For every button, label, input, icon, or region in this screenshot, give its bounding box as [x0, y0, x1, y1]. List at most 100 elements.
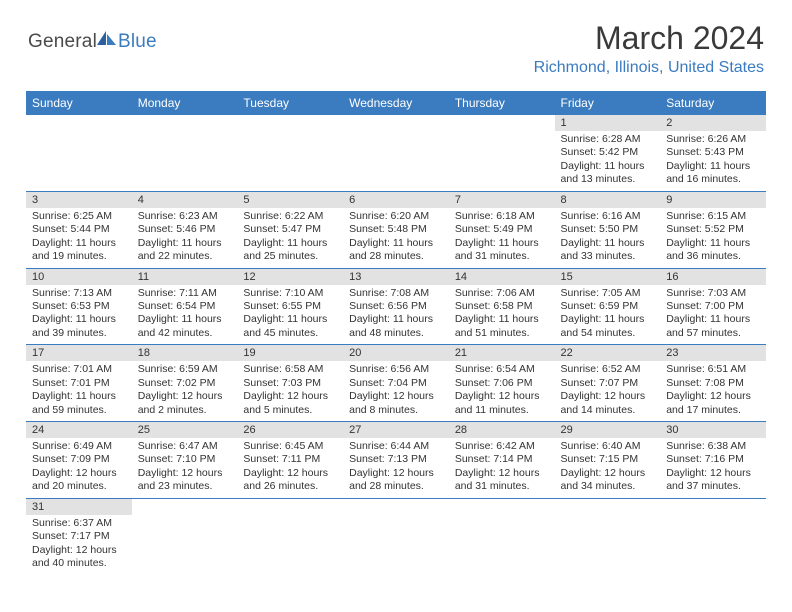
sunrise-text: Sunrise: 6:54 AM [455, 363, 549, 376]
calendar-cell: 9Sunrise: 6:15 AMSunset: 5:52 PMDaylight… [660, 191, 766, 268]
weekday-header: Friday [555, 91, 661, 115]
daylight-text: Daylight: 11 hours and 51 minutes. [455, 313, 549, 340]
sunset-text: Sunset: 6:55 PM [243, 300, 337, 313]
sunrise-text: Sunrise: 6:38 AM [666, 440, 760, 453]
sunset-text: Sunset: 7:08 PM [666, 377, 760, 390]
calendar-cell: 16Sunrise: 7:03 AMSunset: 7:00 PMDayligh… [660, 268, 766, 345]
day-content: Sunrise: 7:10 AMSunset: 6:55 PMDaylight:… [237, 285, 343, 345]
daylight-text: Daylight: 11 hours and 36 minutes. [666, 237, 760, 264]
sunrise-text: Sunrise: 6:23 AM [138, 210, 232, 223]
day-content: Sunrise: 7:08 AMSunset: 6:56 PMDaylight:… [343, 285, 449, 345]
sunrise-text: Sunrise: 6:22 AM [243, 210, 337, 223]
sunrise-text: Sunrise: 6:52 AM [561, 363, 655, 376]
daylight-text: Daylight: 12 hours and 2 minutes. [138, 390, 232, 417]
weekday-header: Wednesday [343, 91, 449, 115]
sunrise-text: Sunrise: 7:06 AM [455, 287, 549, 300]
sail-icon [96, 30, 118, 51]
day-number: 12 [237, 269, 343, 285]
sunset-text: Sunset: 5:42 PM [561, 146, 655, 159]
daylight-text: Daylight: 11 hours and 19 minutes. [32, 237, 126, 264]
daylight-text: Daylight: 12 hours and 5 minutes. [243, 390, 337, 417]
sunset-text: Sunset: 7:16 PM [666, 453, 760, 466]
day-content: Sunrise: 6:59 AMSunset: 7:02 PMDaylight:… [132, 361, 238, 421]
calendar-cell [449, 115, 555, 191]
daylight-text: Daylight: 12 hours and 20 minutes. [32, 467, 126, 494]
calendar-cell: 20Sunrise: 6:56 AMSunset: 7:04 PMDayligh… [343, 345, 449, 422]
daylight-text: Daylight: 11 hours and 25 minutes. [243, 237, 337, 264]
day-content: Sunrise: 7:03 AMSunset: 7:00 PMDaylight:… [660, 285, 766, 345]
calendar-cell [660, 498, 766, 574]
weekday-header: Tuesday [237, 91, 343, 115]
sunset-text: Sunset: 7:01 PM [32, 377, 126, 390]
sunset-text: Sunset: 5:47 PM [243, 223, 337, 236]
logo-text-blue: Blue [118, 31, 157, 53]
day-number: 9 [660, 192, 766, 208]
day-content: Sunrise: 6:23 AMSunset: 5:46 PMDaylight:… [132, 208, 238, 268]
sunset-text: Sunset: 7:14 PM [455, 453, 549, 466]
sunrise-text: Sunrise: 7:01 AM [32, 363, 126, 376]
sunrise-text: Sunrise: 6:59 AM [138, 363, 232, 376]
sunset-text: Sunset: 6:58 PM [455, 300, 549, 313]
day-number: 11 [132, 269, 238, 285]
weekday-header: Monday [132, 91, 238, 115]
day-content: Sunrise: 6:15 AMSunset: 5:52 PMDaylight:… [660, 208, 766, 268]
calendar-week-row: 3Sunrise: 6:25 AMSunset: 5:44 PMDaylight… [26, 191, 766, 268]
day-content: Sunrise: 6:52 AMSunset: 7:07 PMDaylight:… [555, 361, 661, 421]
day-content: Sunrise: 7:01 AMSunset: 7:01 PMDaylight:… [26, 361, 132, 421]
calendar-cell: 23Sunrise: 6:51 AMSunset: 7:08 PMDayligh… [660, 345, 766, 422]
sunrise-text: Sunrise: 6:25 AM [32, 210, 126, 223]
header: General Blue March 2024 Richmond, Illino… [0, 0, 792, 85]
calendar-week-row: 31Sunrise: 6:37 AMSunset: 7:17 PMDayligh… [26, 498, 766, 574]
daylight-text: Daylight: 12 hours and 14 minutes. [561, 390, 655, 417]
calendar-cell [132, 115, 238, 191]
calendar-body: 1Sunrise: 6:28 AMSunset: 5:42 PMDaylight… [26, 115, 766, 575]
day-number: 27 [343, 422, 449, 438]
daylight-text: Daylight: 12 hours and 26 minutes. [243, 467, 337, 494]
day-number: 21 [449, 345, 555, 361]
calendar-cell: 31Sunrise: 6:37 AMSunset: 7:17 PMDayligh… [26, 498, 132, 574]
sunrise-text: Sunrise: 6:28 AM [561, 133, 655, 146]
sunrise-text: Sunrise: 6:58 AM [243, 363, 337, 376]
calendar-cell [343, 498, 449, 574]
weekday-header: Thursday [449, 91, 555, 115]
calendar-cell: 6Sunrise: 6:20 AMSunset: 5:48 PMDaylight… [343, 191, 449, 268]
day-number: 26 [237, 422, 343, 438]
calendar-cell: 19Sunrise: 6:58 AMSunset: 7:03 PMDayligh… [237, 345, 343, 422]
day-content: Sunrise: 6:40 AMSunset: 7:15 PMDaylight:… [555, 438, 661, 498]
sunset-text: Sunset: 6:54 PM [138, 300, 232, 313]
calendar-cell: 24Sunrise: 6:49 AMSunset: 7:09 PMDayligh… [26, 422, 132, 499]
calendar-cell: 25Sunrise: 6:47 AMSunset: 7:10 PMDayligh… [132, 422, 238, 499]
calendar-cell: 15Sunrise: 7:05 AMSunset: 6:59 PMDayligh… [555, 268, 661, 345]
calendar-cell: 27Sunrise: 6:44 AMSunset: 7:13 PMDayligh… [343, 422, 449, 499]
sunset-text: Sunset: 6:59 PM [561, 300, 655, 313]
day-number: 5 [237, 192, 343, 208]
month-title: March 2024 [534, 20, 764, 57]
day-number: 3 [26, 192, 132, 208]
sunset-text: Sunset: 7:04 PM [349, 377, 443, 390]
sunset-text: Sunset: 6:53 PM [32, 300, 126, 313]
calendar-cell: 8Sunrise: 6:16 AMSunset: 5:50 PMDaylight… [555, 191, 661, 268]
calendar-cell: 7Sunrise: 6:18 AMSunset: 5:49 PMDaylight… [449, 191, 555, 268]
calendar-cell: 30Sunrise: 6:38 AMSunset: 7:16 PMDayligh… [660, 422, 766, 499]
day-content: Sunrise: 6:45 AMSunset: 7:11 PMDaylight:… [237, 438, 343, 498]
calendar-table: SundayMondayTuesdayWednesdayThursdayFrid… [26, 91, 766, 575]
calendar-cell [449, 498, 555, 574]
sunrise-text: Sunrise: 6:18 AM [455, 210, 549, 223]
calendar-cell: 28Sunrise: 6:42 AMSunset: 7:14 PMDayligh… [449, 422, 555, 499]
day-content: Sunrise: 6:25 AMSunset: 5:44 PMDaylight:… [26, 208, 132, 268]
title-block: March 2024 Richmond, Illinois, United St… [534, 20, 764, 77]
sunset-text: Sunset: 5:44 PM [32, 223, 126, 236]
sunset-text: Sunset: 5:48 PM [349, 223, 443, 236]
calendar-cell: 10Sunrise: 7:13 AMSunset: 6:53 PMDayligh… [26, 268, 132, 345]
calendar-cell: 18Sunrise: 6:59 AMSunset: 7:02 PMDayligh… [132, 345, 238, 422]
day-number: 15 [555, 269, 661, 285]
daylight-text: Daylight: 11 hours and 59 minutes. [32, 390, 126, 417]
sunrise-text: Sunrise: 7:13 AM [32, 287, 126, 300]
sunset-text: Sunset: 7:13 PM [349, 453, 443, 466]
sunrise-text: Sunrise: 7:05 AM [561, 287, 655, 300]
calendar-cell [555, 498, 661, 574]
sunrise-text: Sunrise: 7:10 AM [243, 287, 337, 300]
day-content: Sunrise: 6:20 AMSunset: 5:48 PMDaylight:… [343, 208, 449, 268]
sunset-text: Sunset: 7:17 PM [32, 530, 126, 543]
day-number: 22 [555, 345, 661, 361]
